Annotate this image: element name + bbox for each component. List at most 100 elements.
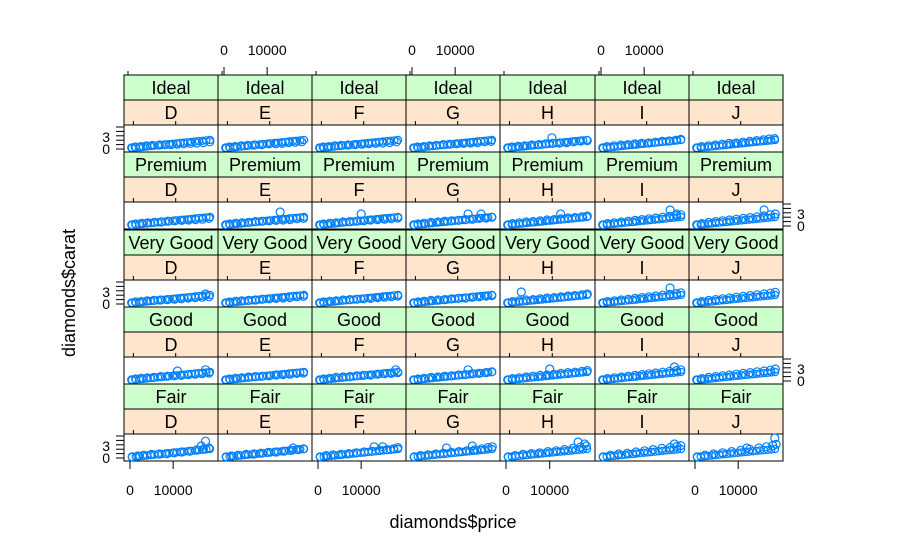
strip-color-label: J: [732, 180, 741, 200]
data-point: [296, 445, 305, 454]
strip-cut-label: Ideal: [245, 78, 284, 98]
data-point: [369, 442, 379, 452]
data-point: [770, 367, 780, 377]
strip-cut: [594, 383, 690, 410]
x-tick-label-top: 0: [597, 42, 605, 58]
data-point: [299, 290, 309, 300]
strip-color-label: G: [446, 258, 460, 278]
strip-color: [311, 99, 407, 126]
panel-premium-g: Premium G: [405, 151, 501, 230]
strip-color: [311, 254, 407, 281]
strip-color-label: F: [354, 258, 365, 278]
strip-cut: [123, 74, 219, 101]
strip-color-label: D: [165, 335, 178, 355]
data-point: [484, 213, 493, 222]
data-point: [767, 445, 776, 454]
panel-good-i: Good I: [594, 306, 690, 385]
data-point: [579, 213, 588, 222]
strip-color: [217, 99, 313, 126]
strip-cut-label: Good: [525, 310, 569, 330]
data-point: [484, 368, 493, 377]
data-point: [770, 290, 780, 300]
strip-color: [499, 408, 596, 435]
data-point: [393, 367, 403, 377]
x-tick-label-bottom: 0: [502, 482, 510, 498]
strip-color-label: I: [639, 180, 644, 200]
strip-color: [594, 331, 690, 358]
strip-cut-label: Fair: [721, 387, 752, 407]
panel-ideal-h: Ideal H: [499, 74, 596, 153]
strip-color-label: F: [354, 180, 365, 200]
x-axis-label: diamonds$price: [389, 512, 516, 532]
data-point: [296, 136, 305, 145]
strip-cut-label: Very Good: [505, 233, 590, 253]
strip-color-label: H: [541, 335, 554, 355]
strip-cut-label: Premium: [323, 155, 395, 175]
strip-cut-label: Good: [337, 310, 381, 330]
panel-premium-f: Premium F: [311, 151, 407, 230]
data-point: [579, 368, 588, 377]
strip-cut: [499, 229, 596, 256]
strip-color-label: H: [541, 103, 554, 123]
data-point: [299, 135, 309, 145]
strip-cut-label: Good: [714, 310, 758, 330]
data-point: [205, 212, 215, 222]
strip-cut-label: Ideal: [528, 78, 567, 98]
data-point: [582, 290, 592, 300]
data-point: [296, 213, 305, 222]
strip-cut: [405, 151, 501, 178]
strip-cut-label: Ideal: [716, 78, 755, 98]
panel-very-good-g: Very Good G: [405, 229, 501, 308]
data-point: [487, 212, 497, 222]
data-point: [390, 136, 399, 145]
strip-cut-label: Fair: [532, 387, 563, 407]
strip-color: [405, 254, 501, 281]
strip-cut: [688, 74, 784, 101]
panel-fair-d: Fair D: [123, 383, 219, 462]
y-tick-label: 0: [102, 450, 110, 466]
data-point: [463, 365, 473, 375]
data-point: [673, 136, 682, 145]
strip-color-label: E: [259, 335, 271, 355]
strip-color-label: G: [446, 412, 460, 432]
data-point: [767, 136, 776, 145]
panel-good-g: Good G: [405, 306, 501, 385]
strip-color-label: G: [446, 335, 460, 355]
panel-fair-j: Fair J: [688, 383, 784, 462]
panel-ideal-j: Ideal J: [688, 74, 784, 153]
strip-cut-label: Premium: [417, 155, 489, 175]
strip-cut-label: Very Good: [128, 233, 213, 253]
data-point: [484, 291, 493, 300]
data-point: [673, 291, 682, 300]
data-point: [205, 290, 215, 300]
data-point: [275, 207, 285, 217]
strip-cut: [311, 74, 407, 101]
x-tick-label-bottom: 0: [691, 482, 699, 498]
strip-color: [123, 99, 219, 126]
panel-fair-e: Fair E: [217, 383, 313, 462]
data-point: [487, 367, 497, 377]
strip-cut-label: Fair: [250, 387, 281, 407]
strip-cut-label: Premium: [700, 155, 772, 175]
strip-cut: [688, 229, 784, 256]
data-point: [162, 449, 172, 459]
data-point: [676, 212, 686, 222]
strip-color: [217, 176, 313, 203]
panel-ideal-e: Ideal E: [217, 74, 313, 153]
strip-cut: [311, 306, 407, 333]
data-point: [393, 444, 403, 454]
x-tick-label-bottom: 10000: [154, 482, 193, 498]
data-point: [467, 441, 477, 451]
strip-cut: [405, 383, 501, 410]
strip-cut: [123, 229, 219, 256]
panel-very-good-h: Very Good H: [499, 229, 596, 308]
data-point: [770, 433, 780, 443]
strip-cut-label: Very Good: [316, 233, 401, 253]
panel-very-good-d: Very Good D: [123, 229, 219, 308]
data-point: [676, 367, 686, 377]
x-tick-label-top: 10000: [248, 42, 287, 58]
x-tick-label-bottom: 0: [126, 482, 134, 498]
panel-very-good-f: Very Good F: [311, 229, 407, 308]
strip-color: [123, 176, 219, 203]
y-tick-label: 3: [102, 438, 110, 454]
